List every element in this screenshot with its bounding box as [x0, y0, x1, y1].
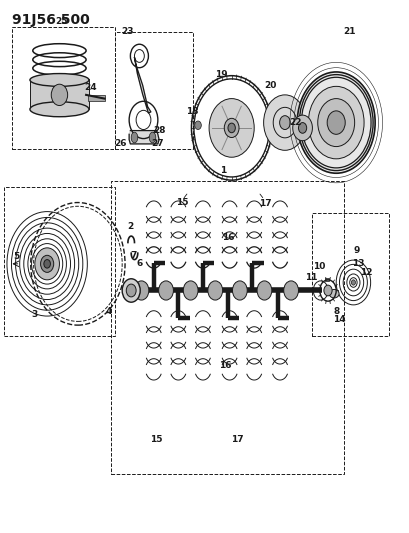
Ellipse shape	[224, 118, 238, 138]
Ellipse shape	[207, 281, 222, 300]
Text: 1: 1	[220, 166, 226, 175]
Text: 18: 18	[185, 108, 198, 116]
Ellipse shape	[298, 123, 306, 133]
Text: 20: 20	[264, 81, 276, 90]
Ellipse shape	[209, 99, 254, 157]
Bar	[88, 95, 104, 101]
Ellipse shape	[35, 248, 59, 280]
Text: 3: 3	[31, 310, 38, 319]
Text: 24: 24	[84, 84, 96, 92]
Text: 27: 27	[151, 140, 164, 148]
Text: 15: 15	[150, 435, 162, 444]
Bar	[110, 181, 344, 474]
Text: 11: 11	[305, 273, 317, 281]
Text: 17: 17	[259, 199, 271, 208]
Text: 25: 25	[55, 17, 67, 26]
Text: 8: 8	[333, 308, 339, 316]
Text: 2: 2	[127, 222, 133, 231]
Ellipse shape	[30, 74, 89, 86]
Ellipse shape	[297, 72, 374, 173]
Ellipse shape	[279, 116, 290, 130]
Text: 16: 16	[221, 233, 234, 241]
Ellipse shape	[44, 260, 50, 268]
Bar	[30, 79, 89, 109]
Bar	[311, 213, 389, 336]
Ellipse shape	[323, 285, 331, 296]
Text: 5: 5	[13, 253, 20, 261]
Ellipse shape	[126, 284, 136, 297]
Text: 16: 16	[219, 361, 231, 369]
Text: 91J56 500: 91J56 500	[12, 13, 90, 27]
Ellipse shape	[40, 255, 54, 272]
Ellipse shape	[51, 84, 67, 106]
Ellipse shape	[283, 281, 298, 300]
Text: 10: 10	[312, 262, 324, 271]
Ellipse shape	[328, 289, 338, 298]
Text: 26: 26	[115, 140, 127, 148]
Text: 23: 23	[121, 28, 133, 36]
Text: 17: 17	[231, 435, 243, 444]
Ellipse shape	[122, 279, 140, 302]
Text: 19: 19	[215, 70, 227, 79]
Bar	[4, 187, 115, 336]
Text: 12: 12	[359, 269, 371, 277]
Text: 15: 15	[176, 198, 188, 207]
Bar	[115, 32, 192, 149]
Text: 4: 4	[105, 308, 112, 316]
Ellipse shape	[256, 281, 271, 300]
Text: 6: 6	[136, 260, 142, 268]
Ellipse shape	[263, 95, 306, 150]
Ellipse shape	[30, 102, 89, 117]
Ellipse shape	[134, 281, 148, 300]
Ellipse shape	[194, 121, 201, 130]
Ellipse shape	[308, 86, 363, 159]
Ellipse shape	[131, 132, 137, 143]
Text: 21: 21	[342, 28, 355, 36]
Ellipse shape	[227, 123, 235, 133]
Ellipse shape	[232, 281, 247, 300]
Ellipse shape	[317, 99, 354, 147]
Ellipse shape	[158, 281, 173, 300]
Text: 14: 14	[333, 316, 345, 324]
Text: 7: 7	[130, 252, 136, 260]
Text: 22: 22	[288, 118, 301, 127]
Text: 28: 28	[153, 126, 166, 135]
Polygon shape	[134, 58, 151, 113]
Bar	[12, 27, 115, 149]
Polygon shape	[129, 131, 159, 144]
Ellipse shape	[183, 281, 198, 300]
Ellipse shape	[326, 111, 344, 134]
Ellipse shape	[292, 115, 312, 141]
Ellipse shape	[351, 280, 355, 285]
Text: 9: 9	[353, 246, 359, 255]
Ellipse shape	[149, 132, 155, 143]
Text: 13: 13	[352, 260, 364, 268]
Bar	[324, 278, 328, 281]
